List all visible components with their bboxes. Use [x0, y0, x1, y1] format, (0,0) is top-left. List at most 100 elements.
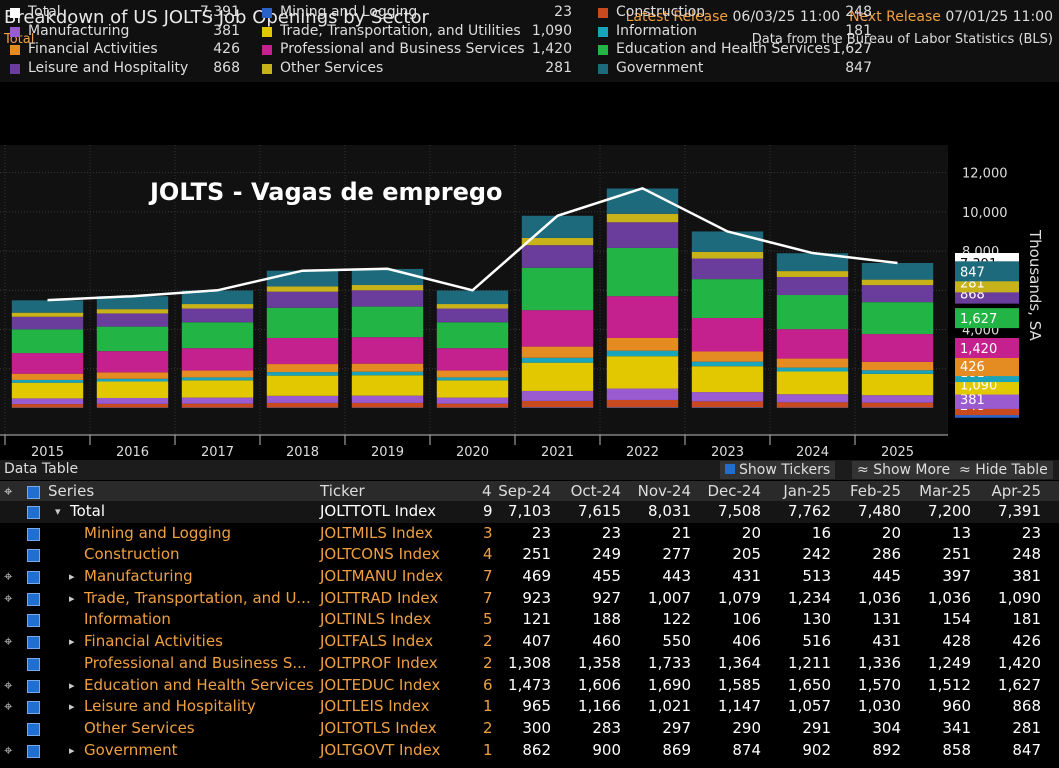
legend-swatch: [10, 63, 20, 74]
row-value: 20: [881, 523, 901, 542]
row-value: 1,090: [998, 588, 1041, 607]
checkbox[interactable]: [27, 549, 40, 563]
checkbox[interactable]: [27, 701, 40, 715]
hide-table[interactable]: ≈ Hide Table: [954, 461, 1053, 479]
legend-value: 426: [213, 41, 240, 57]
row-value: 181: [1012, 610, 1041, 629]
bar-segment: [776, 253, 849, 272]
row-caret[interactable]: ▾: [55, 505, 61, 518]
checkbox[interactable]: [27, 486, 40, 499]
row-ticker: JOLTFALS Index: [320, 632, 434, 651]
row-value: 205: [732, 545, 761, 564]
row-value: 1,308: [508, 653, 551, 672]
bar-segment: [606, 213, 679, 223]
bar-segment: [606, 399, 679, 408]
row-caret[interactable]: ▸: [69, 678, 75, 692]
row-value: 960: [942, 697, 971, 716]
bar-segment: [11, 329, 84, 354]
header-icon: ⌖: [4, 482, 13, 500]
row-value: 290: [732, 718, 761, 737]
checkbox[interactable]: [27, 657, 40, 671]
checkbox[interactable]: [27, 527, 40, 541]
checkbox[interactable]: [27, 506, 40, 519]
show-tickers-label: Show Tickers: [739, 462, 831, 478]
row-value: 406: [732, 632, 761, 651]
table-row: ⌖ ▸ Manufacturing JOLTMANU Index 7 469 455 443 4…: [0, 566, 1059, 588]
legend-item: Other Services 281: [262, 60, 572, 79]
row-name: Leisure and Hospitality: [84, 697, 256, 716]
checkbox[interactable]: [27, 679, 40, 693]
bar-segment: [181, 322, 254, 349]
bar-segment: [351, 375, 424, 396]
row-value: 900: [592, 740, 621, 759]
row-count: 1: [483, 740, 493, 759]
end-label: 1,627: [960, 312, 997, 327]
show-more[interactable]: ≈ Show More: [852, 461, 956, 479]
row-value: 1,211: [788, 653, 831, 672]
end-label: 1,090: [960, 379, 997, 394]
row-caret[interactable]: ▸: [69, 591, 75, 605]
x-tick-label: 2022: [626, 445, 659, 460]
checkbox[interactable]: [27, 636, 40, 650]
checkbox[interactable]: [27, 744, 40, 758]
table-row: ⌖ ▸ Government JOLTGOVT Index 1 862 900 869 874 9…: [0, 740, 1059, 762]
legend-name: Total: [28, 4, 61, 20]
bar-segment: [266, 375, 339, 396]
row-value: 341: [942, 718, 971, 737]
legend-item: Financial Activities 426: [10, 41, 240, 60]
row-count: 4: [483, 545, 493, 564]
bar-segment: [181, 377, 254, 381]
row-caret[interactable]: ▸: [69, 570, 75, 584]
legend-name: Other Services: [280, 59, 384, 76]
row-count: 6: [483, 675, 493, 694]
bar-segment: [606, 407, 679, 408]
legend-value: 1,627: [831, 41, 872, 57]
end-label-box: [955, 308, 1019, 329]
bar-segment: [861, 373, 934, 396]
bar-segment: [436, 348, 509, 371]
bar-segment: [691, 401, 764, 408]
row-value: 892: [872, 740, 901, 759]
bar-segment: [776, 329, 849, 359]
row-value: 106: [732, 610, 761, 629]
bar-segment: [436, 290, 509, 305]
bar-segment: [11, 382, 84, 399]
bar-segment: [861, 285, 934, 303]
row-caret[interactable]: ▸: [69, 743, 75, 757]
row-ticker: JOLTTOTL Index: [320, 502, 436, 520]
row-count: 5: [483, 610, 493, 629]
row-value: 469: [522, 567, 551, 586]
row-value: 7,391: [998, 502, 1041, 520]
checkbox[interactable]: [27, 614, 40, 628]
row-value: 130: [802, 610, 831, 629]
column-header: Mar-25: [919, 482, 971, 500]
row-value: 1,512: [928, 675, 971, 694]
bar-segment: [351, 402, 424, 408]
bar-segment: [521, 357, 594, 363]
bar-segment: [436, 308, 509, 323]
bar-segment: [351, 395, 424, 403]
title: Breakdown of US JOLTS Job Openings by Se…: [4, 7, 429, 28]
row-name: Trade, Transportation, and U...: [84, 588, 311, 607]
legend-item: Total 7,391: [10, 4, 240, 23]
row-name: Total: [70, 502, 106, 520]
row-value: 1,336: [858, 653, 901, 672]
row-caret[interactable]: ▸: [69, 635, 75, 649]
row-value: 381: [1012, 567, 1041, 586]
show-tickers[interactable]: Show Tickers: [720, 461, 836, 479]
row-value: 8,031: [648, 502, 691, 520]
row-value: 7,615: [578, 502, 621, 520]
row-value: 858: [942, 740, 971, 759]
checkbox[interactable]: [27, 592, 40, 606]
row-caret[interactable]: ▸: [69, 700, 75, 714]
row-value: 927: [592, 588, 621, 607]
row-value: 1,733: [648, 653, 691, 672]
bar-segment: [776, 394, 849, 403]
row-value: 7,508: [718, 502, 761, 520]
checkbox[interactable]: [27, 722, 40, 736]
row-ticker: JOLTPROF Index: [320, 653, 438, 672]
row-ticker: JOLTCONS Index: [320, 545, 440, 564]
checkbox[interactable]: [27, 571, 40, 585]
bar-segment: [351, 268, 424, 286]
row-value: 283: [592, 718, 621, 737]
